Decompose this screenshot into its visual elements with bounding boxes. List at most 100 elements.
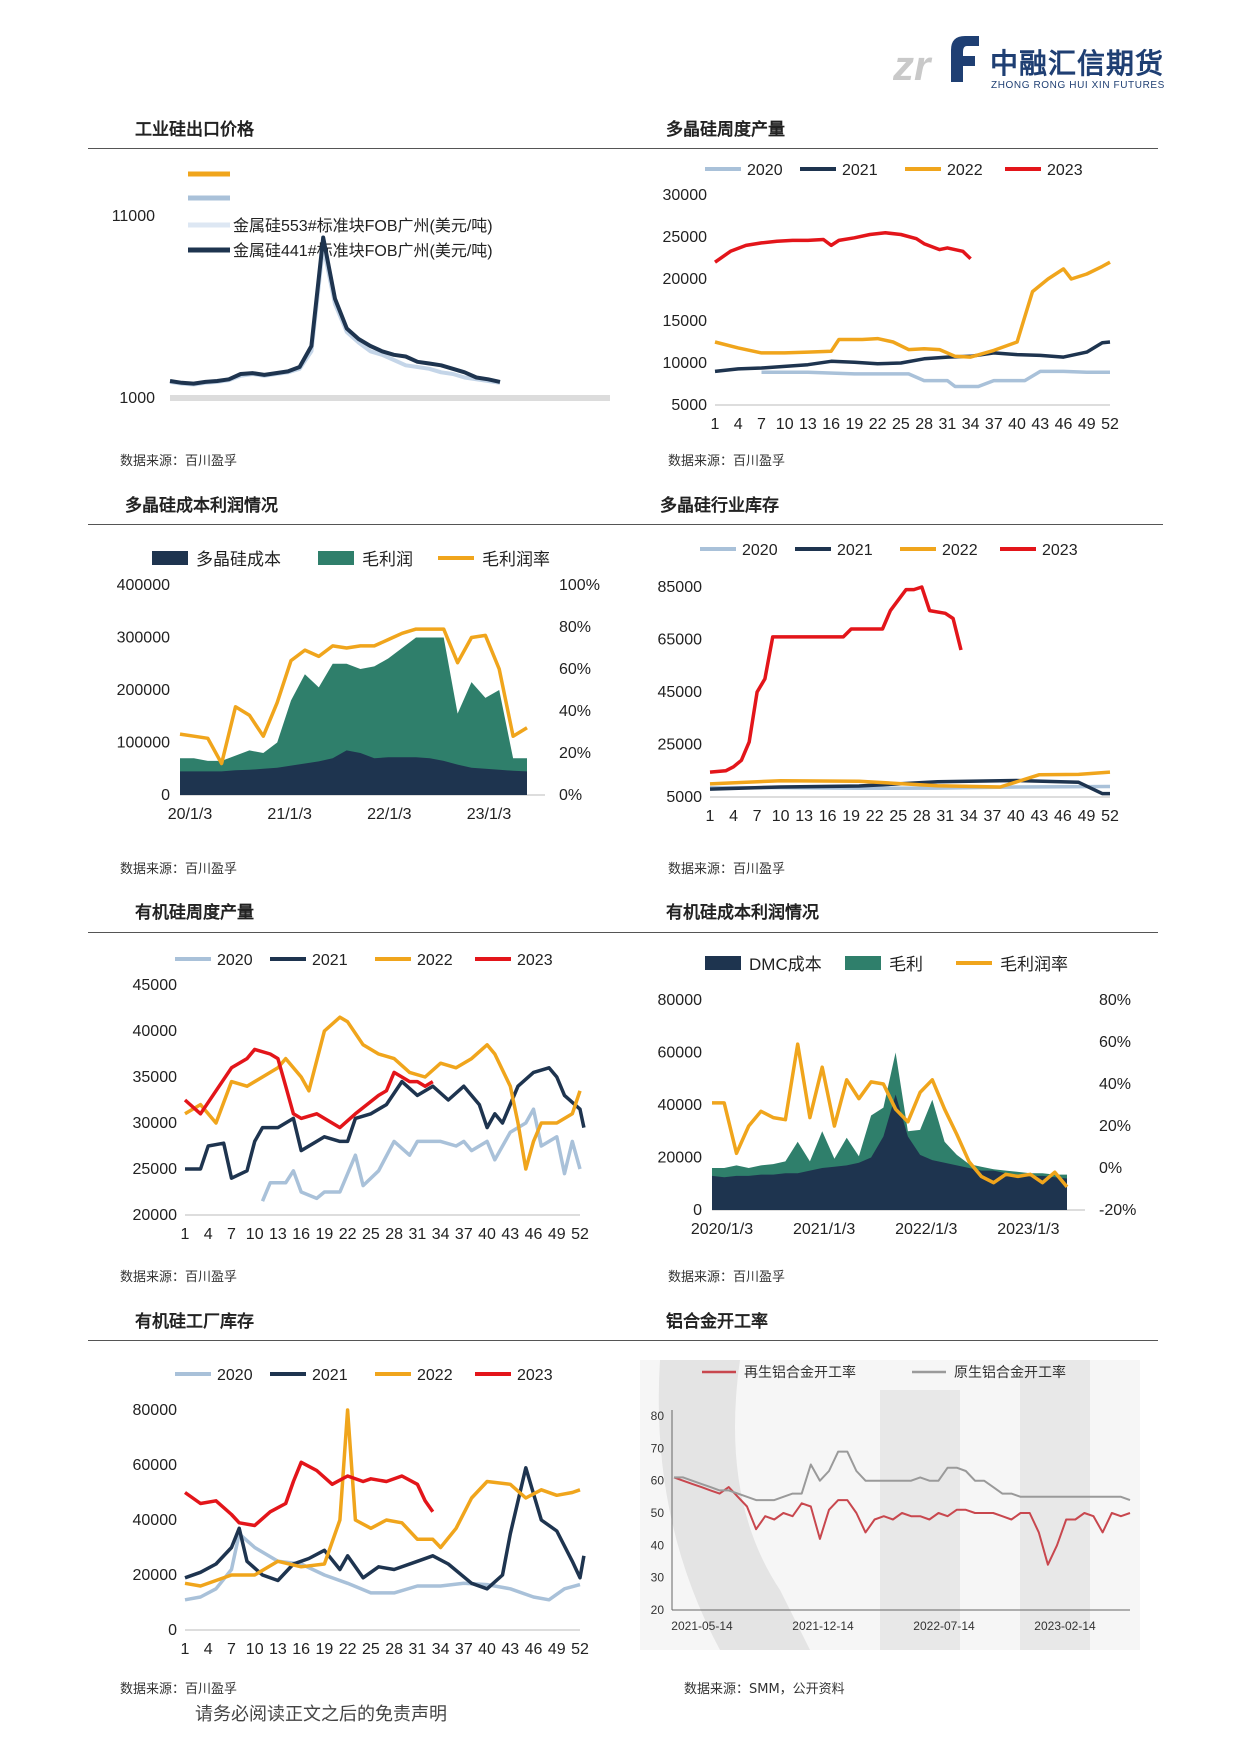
y-tick-label: 65000 <box>658 632 703 649</box>
x-tick-label: 52 <box>1101 808 1119 825</box>
x-tick-label: 31 <box>938 416 956 433</box>
y-left-tick-label: 80000 <box>658 992 703 1009</box>
series-line-2021 <box>184 1466 586 1591</box>
series-line-2022 <box>709 770 1111 789</box>
x-tick-label: 10 <box>246 1641 264 1658</box>
legend-label: 2023 <box>1047 162 1083 179</box>
legend-label: 金属硅441#标准块FOB广州(美元/吨) <box>233 242 493 260</box>
x-tick-label: 34 <box>432 1226 450 1243</box>
x-tick-label: 25 <box>362 1641 380 1658</box>
series-area-DMC成本 <box>712 1094 1067 1210</box>
y-tick-label: 50 <box>651 1506 665 1520</box>
x-tick-label: 10 <box>776 416 794 433</box>
y-right-tick-label: -20% <box>1099 1202 1136 1219</box>
panel-source-2: 数据来源：百川盈孚 <box>668 454 786 469</box>
series-line-2022 <box>184 1015 582 1171</box>
x-tick-label: 2021-05-14 <box>671 1619 733 1633</box>
x-tick-label: 19 <box>846 416 864 433</box>
x-tick-label: 25 <box>892 416 910 433</box>
disclaimer: 请务必阅读正文之后的免责声明 <box>195 1704 447 1725</box>
brand-name-cn: 中融汇信期货 <box>990 47 1165 80</box>
y-tick-label: 11000 <box>112 208 155 225</box>
panel-title-2: 多晶硅周度产量 <box>666 120 785 140</box>
section-rule-4 <box>88 1340 1158 1341</box>
x-tick-label: 21/1/3 <box>267 806 312 823</box>
legend-label: 2020 <box>217 952 253 969</box>
legend-label: DMC成本 <box>749 955 822 974</box>
y-tick-label: 20 <box>651 1603 665 1617</box>
chart-organosilicon-cost-profit: 80000 60000 40000 20000 0 80% 60% 40% 20% 0% -20% 2… <box>658 955 1137 1238</box>
x-tick-label: 1 <box>711 416 720 433</box>
series-line-毛利润率 <box>712 1042 1069 1189</box>
legend-label: 2022 <box>417 1367 453 1384</box>
x-tick-label: 1 <box>706 808 715 825</box>
panel-title-6: 有机硅成本利润情况 <box>666 903 819 923</box>
legend-swatch <box>152 551 188 565</box>
x-tick-label: 46 <box>525 1226 543 1243</box>
x-tick-label: 13 <box>269 1226 287 1243</box>
legend-label: 毛利润 <box>362 550 413 569</box>
x-tick-label: 28 <box>385 1641 403 1658</box>
panel-source-8: 数据来源：SMM，公开资料 <box>684 1682 845 1697</box>
legend-label: 毛利润率 <box>482 550 550 569</box>
x-tick-label: 10 <box>772 808 790 825</box>
x-tick-label: 43 <box>1031 808 1049 825</box>
y-tick-label: 80 <box>651 1409 665 1423</box>
x-tick-label: 1 <box>181 1226 190 1243</box>
x-tick-label: 19 <box>842 808 860 825</box>
legend-label: 2022 <box>417 952 453 969</box>
legend-swatch <box>845 956 881 970</box>
section-rule-1 <box>88 148 1158 149</box>
y-tick-label: 20000 <box>133 1207 178 1224</box>
x-tick-label: 16 <box>819 808 837 825</box>
x-tick-label: 22 <box>866 808 884 825</box>
legend-label: 2021 <box>312 952 348 969</box>
x-tick-label: 16 <box>292 1226 310 1243</box>
y-right-tick-label: 20% <box>1099 1118 1131 1135</box>
x-tick-label: 34 <box>432 1641 450 1658</box>
x-tick-label: 1 <box>181 1641 190 1658</box>
y-left-tick-label: 200000 <box>117 682 170 699</box>
x-tick-label: 46 <box>1054 808 1072 825</box>
x-tick-label: 37 <box>455 1641 473 1658</box>
y-tick-label: 25000 <box>663 229 708 246</box>
x-tick-label: 16 <box>292 1641 310 1658</box>
panel-source-3: 数据来源：百川盈孚 <box>120 862 238 877</box>
y-tick-label: 80000 <box>133 1402 178 1419</box>
x-tick-label: 7 <box>227 1226 236 1243</box>
x-tick-label: 22 <box>339 1641 357 1658</box>
y-right-tick-label: 80% <box>559 619 591 636</box>
x-tick-label: 7 <box>753 808 762 825</box>
chart-al-alloy-operating-rate: 80 70 60 50 40 30 20 2021-05-14 2021-12-14 2022-0… <box>640 1360 1140 1650</box>
legend-label: 2022 <box>947 162 983 179</box>
x-tick-label: 49 <box>548 1641 566 1658</box>
series-line-2021 <box>714 340 1111 374</box>
y-left-tick-label: 300000 <box>117 630 170 647</box>
x-tick-label: 34 <box>962 416 980 433</box>
series-line-2020 <box>260 1107 582 1202</box>
y-tick-label: 20000 <box>663 271 708 288</box>
x-tick-label: 49 <box>1078 808 1096 825</box>
y-tick-label: 45000 <box>658 684 703 701</box>
x-tick-label: 31 <box>408 1226 426 1243</box>
watermark-shape <box>1020 1360 1090 1650</box>
legend-label: 毛利 <box>889 955 923 974</box>
y-tick-label: 10000 <box>663 355 708 372</box>
x-tick-label: 2022-07-14 <box>913 1619 975 1633</box>
x-tick-label: 2020/1/3 <box>691 1221 753 1238</box>
y-tick-label: 20000 <box>133 1567 178 1584</box>
y-left-tick-label: 0 <box>161 787 170 804</box>
y-right-tick-label: 40% <box>559 703 591 720</box>
x-tick-label: 31 <box>408 1641 426 1658</box>
panel-source-1: 数据来源：百川盈孚 <box>120 454 238 469</box>
y-left-tick-label: 40000 <box>658 1097 703 1114</box>
y-left-tick-label: 20000 <box>658 1150 703 1167</box>
y-right-tick-label: 80% <box>1099 992 1131 1009</box>
x-tick-label: 2021-12-14 <box>792 1619 854 1633</box>
y-tick-label: 25000 <box>658 737 703 754</box>
x-tick-label: 40 <box>478 1641 496 1658</box>
x-tick-label: 52 <box>1101 416 1119 433</box>
y-tick-label: 25000 <box>133 1161 178 1178</box>
legend-label: 2021 <box>842 162 878 179</box>
series-line-毛利润率 <box>179 627 528 766</box>
